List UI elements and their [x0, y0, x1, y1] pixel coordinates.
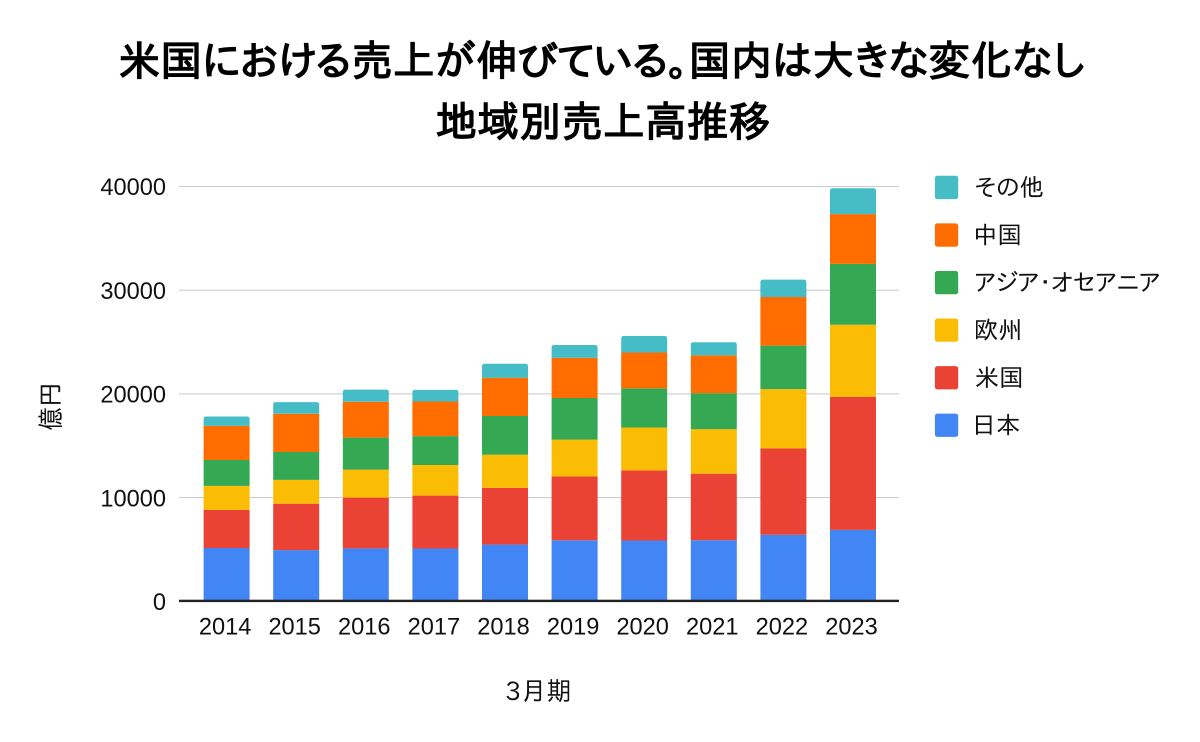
svg-text:2015: 2015 [268, 615, 321, 641]
svg-text:2014: 2014 [199, 615, 252, 641]
svg-text:2021: 2021 [686, 615, 739, 641]
svg-text:2020: 2020 [616, 615, 669, 641]
svg-text:2018: 2018 [477, 615, 530, 641]
svg-text:40000: 40000 [100, 175, 166, 201]
svg-text:20000: 20000 [100, 383, 166, 409]
svg-text:2019: 2019 [547, 615, 600, 641]
svg-text:2016: 2016 [338, 615, 391, 641]
svg-text:10000: 10000 [100, 486, 166, 512]
svg-text:30000: 30000 [100, 279, 166, 305]
svg-text:2017: 2017 [408, 615, 461, 641]
svg-text:2022: 2022 [756, 615, 809, 641]
svg-text:2023: 2023 [825, 615, 878, 641]
svg-text:0: 0 [153, 590, 166, 616]
